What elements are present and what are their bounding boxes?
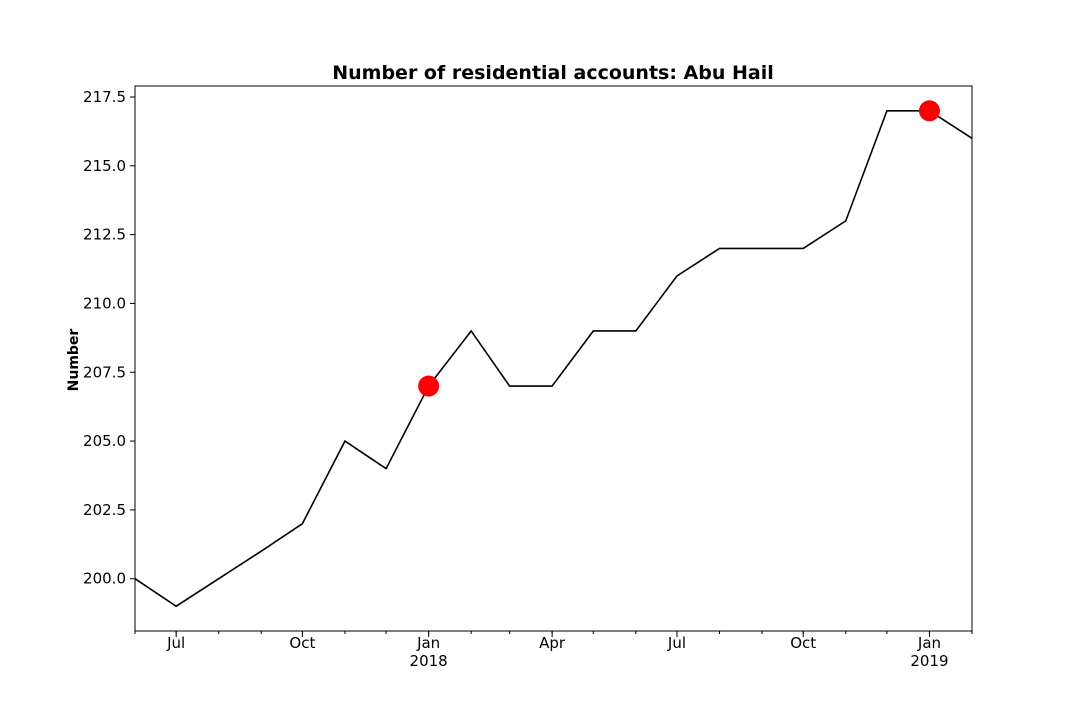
plot-frame	[134, 85, 973, 632]
series-line	[134, 109, 973, 608]
y-tick-label: 205.0	[83, 432, 126, 450]
y-tick-label: 207.5	[83, 363, 126, 381]
y-tick-label: 212.5	[83, 226, 126, 244]
y-tick-label: 200.0	[83, 570, 126, 588]
x-tick-label: Jul	[667, 634, 686, 652]
x-tick-label: Jan	[416, 634, 440, 652]
x-tick-label: Oct	[790, 634, 816, 652]
x-tick-label: Oct	[289, 634, 315, 652]
highlight-marker	[418, 375, 440, 397]
y-tick-label: 202.5	[83, 501, 126, 519]
x-tick-label: Apr	[539, 634, 566, 652]
y-axis-label: Number	[66, 329, 82, 392]
x-tick-label: Jul	[166, 634, 185, 652]
y-tick-label: 217.5	[83, 88, 126, 106]
y-tick-label: 215.0	[83, 157, 126, 175]
chart-title: Number of residential accounts: Abu Hail	[332, 62, 774, 84]
y-tick-label: 210.0	[83, 294, 126, 312]
highlight-marker	[918, 100, 940, 122]
plot-area: 200.0 202.5 205.0 207.5 210.0 212.5 215.0 217.5…	[83, 85, 973, 670]
x-tick-year-label: 2018	[410, 652, 448, 670]
x-tick-label: Jan	[917, 634, 941, 652]
x-tick-year-label: 2019	[910, 652, 948, 670]
